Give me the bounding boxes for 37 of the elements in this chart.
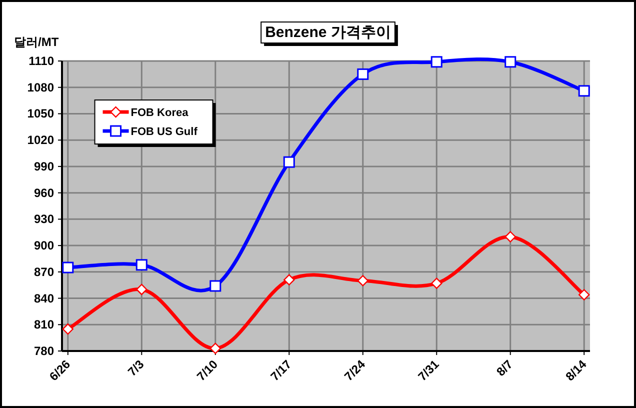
y-tick-label: 870 bbox=[34, 264, 54, 279]
point bbox=[136, 259, 148, 271]
point bbox=[284, 274, 295, 286]
legend-label: FOB Korea bbox=[130, 107, 190, 119]
point bbox=[283, 156, 295, 168]
chart-title: Benzene 가격추이 bbox=[265, 24, 391, 41]
y-tick-label: 990 bbox=[34, 159, 54, 174]
y-tick-label: 900 bbox=[34, 238, 54, 253]
x-tick-label: 7/3 bbox=[125, 356, 147, 379]
y-tick-label: 1020 bbox=[27, 133, 54, 148]
point bbox=[210, 280, 222, 292]
point bbox=[578, 289, 590, 300]
y-tick-label: 1110 bbox=[28, 54, 54, 68]
x-tick-label: 7/10 bbox=[194, 356, 221, 384]
point bbox=[430, 56, 442, 68]
y-tick-label: 1080 bbox=[27, 80, 54, 94]
y-tick-label: 930 bbox=[34, 212, 54, 226]
point bbox=[357, 275, 368, 286]
y-tick-label: 780 bbox=[34, 344, 54, 358]
legend-label: FOB US Gulf bbox=[130, 126, 198, 138]
point bbox=[62, 323, 74, 335]
point bbox=[504, 231, 516, 242]
point bbox=[210, 342, 221, 354]
point bbox=[504, 56, 516, 68]
y-tick-label: 810 bbox=[34, 318, 54, 332]
y-tick-label: 840 bbox=[34, 291, 54, 306]
x-tick-label: 7/31 bbox=[415, 356, 442, 384]
point bbox=[136, 284, 148, 296]
y-tick-label: 960 bbox=[34, 186, 54, 200]
x-tick-label: 8/7 bbox=[494, 356, 516, 379]
x-tick-label: 6/26 bbox=[46, 356, 74, 384]
point bbox=[357, 68, 369, 80]
point bbox=[431, 278, 442, 289]
point bbox=[62, 262, 74, 274]
y-axis-title: 달러/MT bbox=[14, 35, 60, 49]
y-tick-label: 1050 bbox=[27, 106, 54, 121]
point bbox=[578, 85, 590, 97]
